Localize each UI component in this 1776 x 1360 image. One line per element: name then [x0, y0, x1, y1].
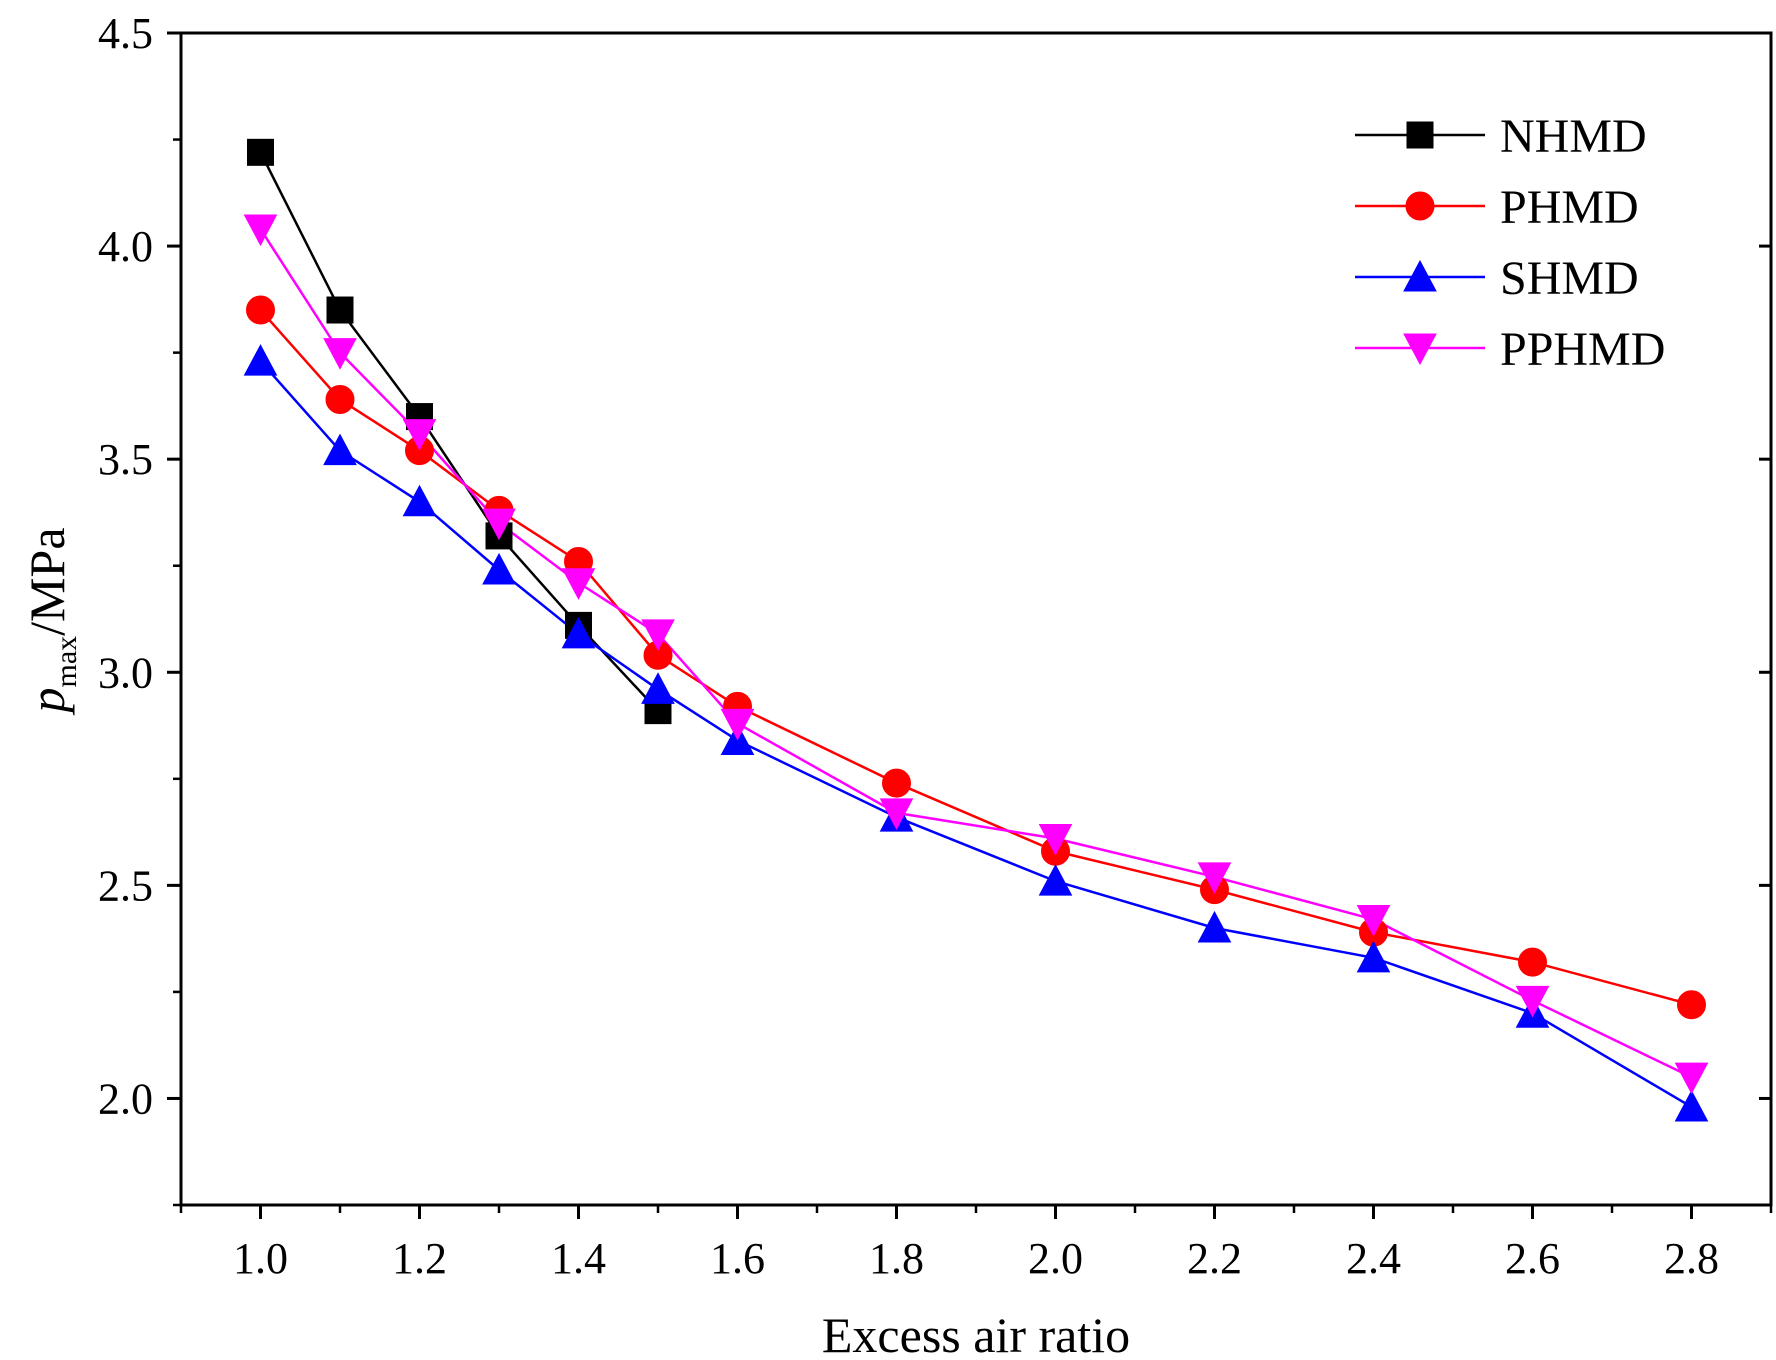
plot-frame	[179, 31, 1773, 1207]
data-point-shmd	[1356, 940, 1391, 973]
data-point-shmd	[323, 433, 357, 466]
data-point-nhmd	[247, 138, 274, 166]
y-axis-title-symbol: p	[19, 688, 75, 716]
data-point-shmd	[561, 616, 596, 649]
data-point-phmd	[246, 295, 275, 325]
x-tick-label: 2.2	[1187, 1234, 1242, 1283]
data-point-phmd	[325, 385, 355, 415]
x-tick-label: 1.2	[392, 1234, 447, 1283]
data-point-pphmd	[482, 508, 516, 541]
x-tick-label: 1.0	[233, 1234, 288, 1283]
axis-tick-labels: 1.0 1.2 1.4 1.6 1.8 2.0 2.2 2.4 2.6 2.8 2.0 2.5 3.0 3…	[98, 9, 1719, 1283]
legend-marker-phmd	[1405, 191, 1435, 221]
y-tick-label: 2.5	[98, 861, 153, 910]
legend-label-nhmd: NHMD	[1500, 110, 1647, 163]
x-tick-label: 1.4	[551, 1234, 606, 1283]
y-tick-label: 2.0	[98, 1074, 153, 1123]
y-axis-title-unit: /MPa	[19, 527, 75, 635]
y-tick-label: 3.0	[98, 648, 153, 697]
y-axis-title: pmax/MPa	[19, 527, 83, 715]
data-point-pphmd	[561, 568, 596, 600]
data-point-pphmd	[1356, 904, 1391, 937]
x-tick-label: 1.6	[710, 1234, 765, 1283]
data-point-pphmd	[879, 798, 914, 830]
data-point-pphmd	[1674, 1062, 1709, 1095]
data-point-phmd	[1518, 947, 1547, 977]
data-point-shmd	[243, 344, 278, 376]
legend: NHMD PHMD SHMD PPHMD	[1355, 110, 1665, 376]
x-tick-label: 2.6	[1505, 1234, 1560, 1283]
data-point-phmd	[1677, 990, 1706, 1020]
y-tick-label: 4.0	[98, 222, 153, 271]
y-tick-label: 4.5	[98, 9, 153, 58]
data-point-pphmd	[1515, 985, 1550, 1018]
data-point-shmd	[1674, 1089, 1709, 1122]
x-tick-label: 1.8	[869, 1234, 924, 1283]
data-point-pphmd	[1197, 862, 1232, 894]
y-tick-label: 3.5	[98, 435, 153, 484]
axis-ticks	[167, 31, 1773, 1219]
data-point-pphmd	[720, 708, 755, 741]
data-point-shmd	[641, 672, 675, 704]
x-tick-label: 2.4	[1346, 1234, 1401, 1283]
data-point-pphmd	[1038, 823, 1073, 856]
data-point-nhmd	[326, 296, 354, 324]
legend-label-pphmd: PPHMD	[1500, 323, 1665, 376]
data-point-pphmd	[402, 419, 437, 451]
data-point-phmd	[882, 768, 911, 798]
data-point-pphmd	[323, 338, 357, 370]
series-line-nhmd	[259, 151, 659, 712]
y-axis-title-subscript: max	[50, 636, 83, 688]
x-tick-label: 2.0	[1028, 1234, 1083, 1283]
data-point-shmd	[482, 552, 516, 585]
legend-label-shmd: SHMD	[1500, 252, 1639, 305]
data-point-shmd	[1197, 910, 1232, 943]
legend-label-phmd: PHMD	[1500, 181, 1639, 234]
data-point-pphmd	[641, 619, 675, 651]
data-point-pphmd	[243, 214, 278, 247]
legend-marker-shmd	[1403, 259, 1437, 292]
series-markers	[243, 138, 1709, 1122]
data-point-shmd	[1038, 864, 1073, 896]
data-point-shmd	[402, 484, 437, 517]
x-axis-title: Excess air ratio	[822, 1307, 1130, 1360]
x-tick-label: 2.8	[1664, 1234, 1719, 1283]
legend-marker-pphmd	[1403, 333, 1437, 366]
legend-marker-nhmd	[1406, 121, 1434, 149]
